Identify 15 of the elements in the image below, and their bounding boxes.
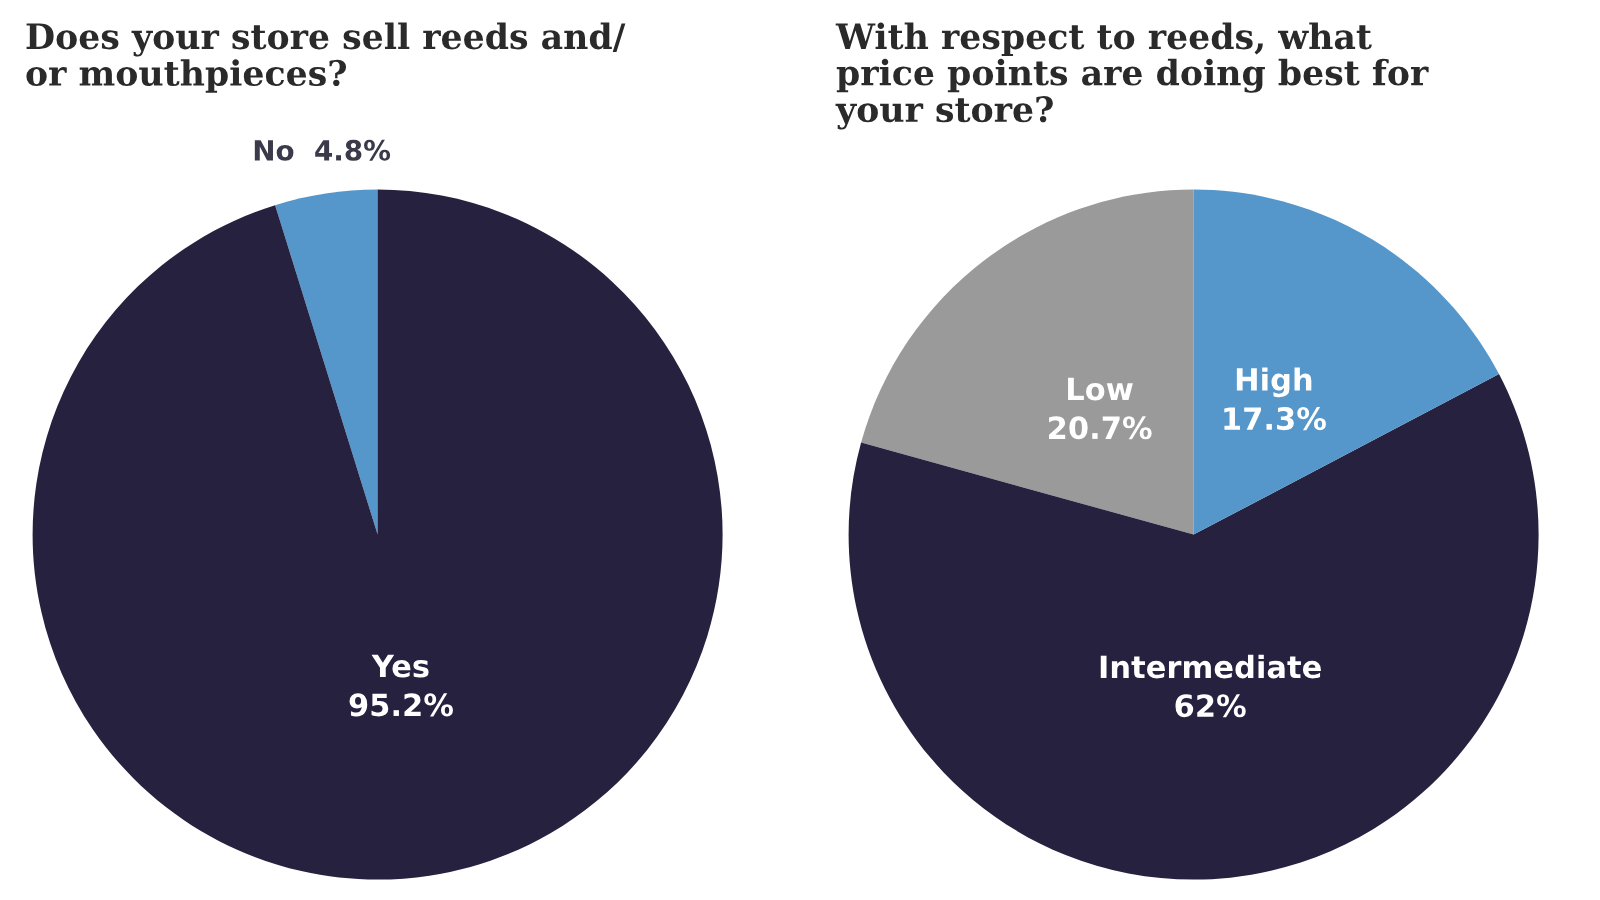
data-label: 62% <box>1175 694 1246 718</box>
chart-title: With respect to reeds, what price points are doing best for your store? <box>835 22 1429 130</box>
slice-label: Low <box>1068 377 1133 401</box>
data-label: 20.7% <box>1049 416 1152 440</box>
slice-label: No 4.8% <box>254 139 391 161</box>
pie-slice <box>32 189 723 880</box>
slice-label: Intermediate <box>1100 654 1321 679</box>
slice-label: High <box>1236 367 1312 398</box>
data-label: 17.3% <box>1224 407 1326 431</box>
pie-slice <box>1193 189 1499 535</box>
data-label: 95.2% <box>349 693 453 717</box>
pie-slice <box>275 189 378 535</box>
chart-title: Does your store sell reeds and/ or mouthpieces? <box>26 22 626 93</box>
pie-slice <box>861 189 1194 535</box>
slice-label: Yes <box>371 654 429 678</box>
